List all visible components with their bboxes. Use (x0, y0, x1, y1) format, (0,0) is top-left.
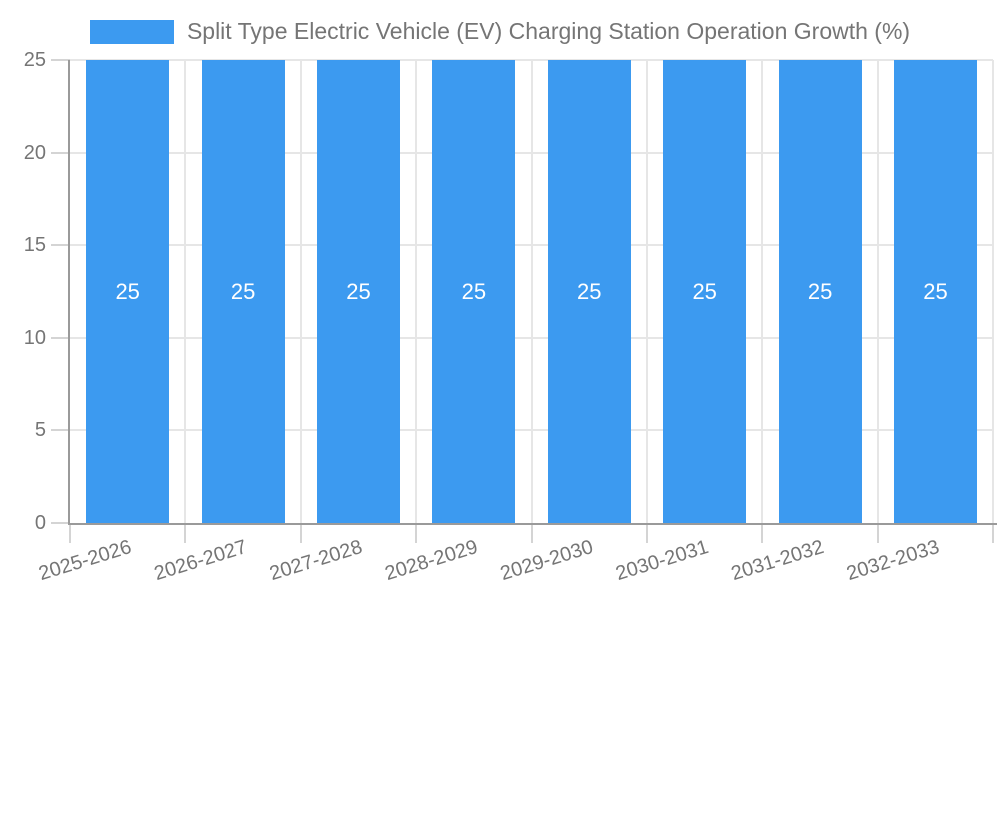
legend-label: Split Type Electric Vehicle (EV) Chargin… (186, 18, 911, 44)
x-gridline (299, 60, 302, 523)
y-axis-tick-label: 10 (23, 326, 46, 349)
bar-2028-2029[interactable] (432, 60, 515, 523)
x-tick-mark (415, 525, 418, 543)
x-gridline (761, 60, 764, 523)
bar-2031-2032[interactable] (779, 60, 862, 523)
y-axis-tick-label: 25 (23, 49, 46, 71)
x-axis-line (68, 523, 998, 525)
y-tick-mark (51, 244, 70, 247)
y-tick-mark (51, 151, 70, 154)
x-tick-mark (761, 525, 764, 543)
bar-2027-2028[interactable] (317, 60, 400, 523)
x-tick-mark (299, 525, 302, 543)
bar-value-label: 25 (346, 278, 371, 304)
y-axis-tick-label: 15 (23, 234, 46, 257)
x-gridline (415, 60, 418, 523)
bar-2030-2031[interactable] (663, 60, 746, 523)
y-axis-tick-label: 5 (34, 419, 46, 442)
legend-swatch (89, 19, 174, 44)
bar-2026-2027[interactable] (202, 60, 285, 523)
bar-2025-2026[interactable] (86, 60, 169, 523)
x-gridline (184, 60, 187, 523)
y-axis-line (68, 60, 70, 525)
grid-layer (70, 59, 995, 523)
y-tick-mark (51, 59, 70, 61)
x-tick-mark (992, 525, 995, 543)
y-tick-mark (51, 522, 70, 524)
bar-chart: Split Type Electric Vehicle (EV) Chargin… (0, 18, 1000, 585)
x-tick-mark (69, 525, 71, 543)
bar-value-label: 25 (807, 278, 833, 304)
x-gridline (876, 60, 879, 523)
chart-legend-item[interactable]: Split Type Electric Vehicle (EV) Chargin… (0, 18, 1000, 45)
x-tick-mark (530, 525, 533, 543)
x-tick-mark (646, 525, 648, 543)
y-axis-tick-label: 0 (34, 512, 46, 534)
bar-layer: 25 25 25 25 25 25 25 25 (86, 60, 977, 523)
x-gridline (530, 60, 533, 523)
y-tick-mark (51, 336, 70, 339)
bar-value-label: 25 (230, 278, 256, 304)
y-axis-tick-label: 20 (23, 141, 46, 164)
bar-2029-2030[interactable] (548, 60, 631, 523)
x-tick-mark (184, 525, 187, 543)
bar-2032-2033[interactable] (894, 60, 977, 523)
x-gridline (646, 60, 648, 523)
bar-value-label: 25 (692, 278, 717, 304)
bar-value-label: 25 (923, 278, 948, 304)
y-tick-mark (51, 429, 70, 432)
bar-value-label: 25 (115, 278, 140, 304)
x-tick-mark (876, 525, 879, 543)
bar-value-label: 25 (577, 278, 602, 304)
x-gridline (992, 60, 995, 523)
bar-value-label: 25 (461, 278, 487, 304)
axis-layer: 0 5 10 15 20 25 2025-2026 2026-2027 2027-2028 202… (23, 49, 998, 585)
